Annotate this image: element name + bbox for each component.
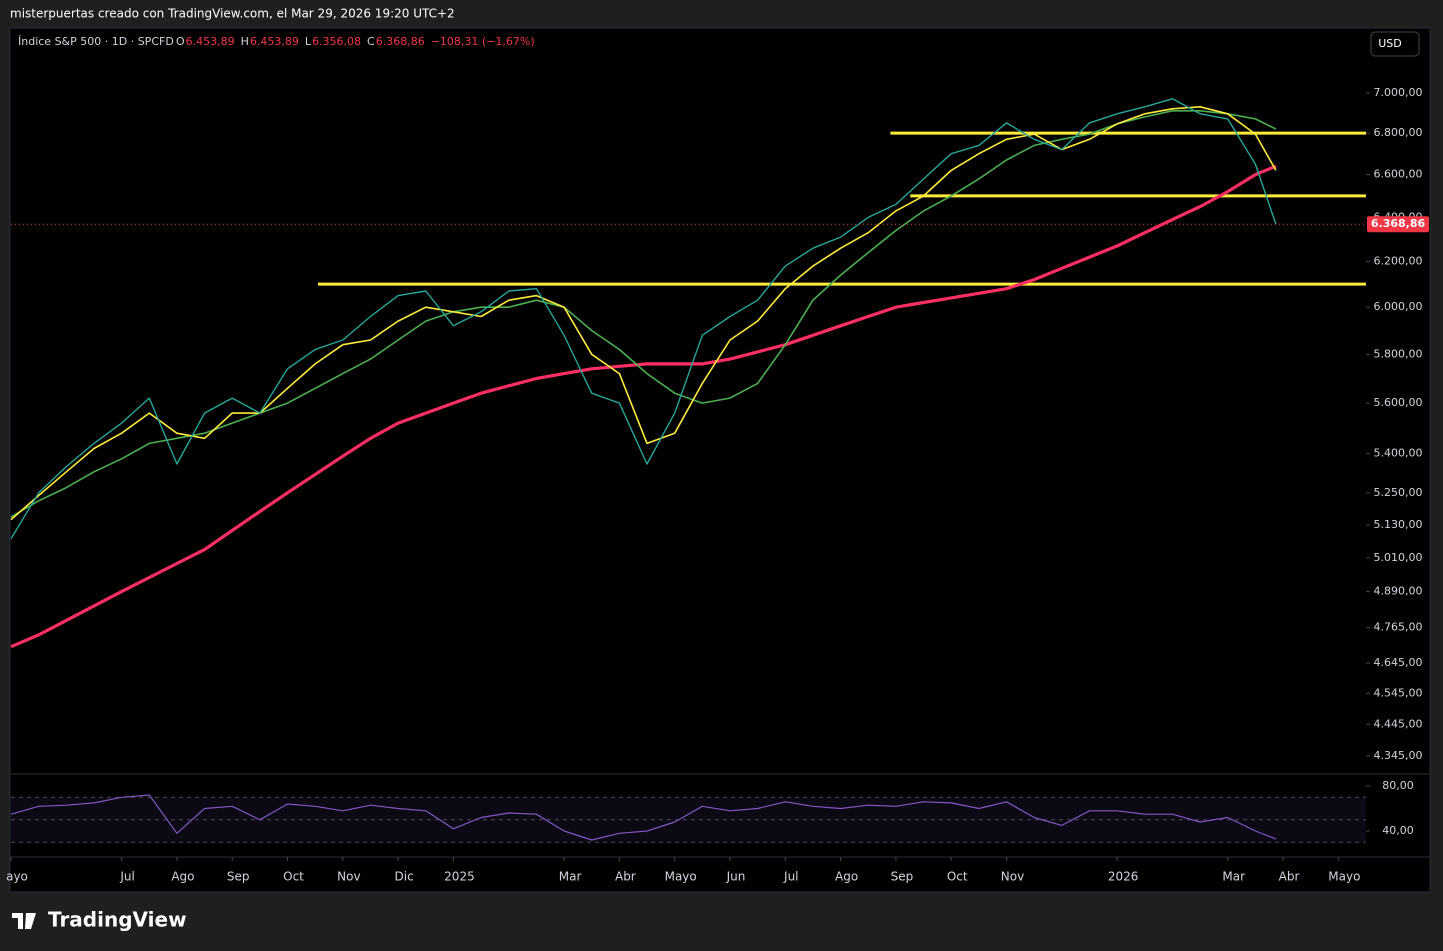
- x-tick-label: ayo: [6, 870, 28, 884]
- x-tick-label: 2026: [1108, 870, 1139, 884]
- y-tick-label: 5.600,00: [1374, 396, 1423, 409]
- rsi-tick-label: 40,00: [1382, 824, 1414, 837]
- symbol: Índice S&P 500 · 1D · SPCFD: [18, 35, 174, 48]
- x-tick-label: Mayo: [665, 870, 697, 884]
- x-tick-label: Ago: [835, 870, 858, 884]
- y-tick-label: 4.545,00: [1374, 686, 1423, 699]
- ohlc-legend: O 6.453,89 H 6.453,89 L 6.356,08 C 6.368,86 −108…: [176, 35, 535, 48]
- series-line: [10, 164, 1277, 649]
- x-tick-label: Nov: [1001, 870, 1024, 884]
- last-price-box: [1367, 216, 1429, 233]
- brand: TradingView: [48, 908, 187, 932]
- x-tick-label: Mar: [559, 870, 582, 884]
- x-tick-label: Sep: [227, 870, 250, 884]
- series-line: [10, 106, 1277, 521]
- ohlc-value: 6.453,89: [186, 35, 235, 48]
- x-tick-label: Jul: [119, 870, 134, 884]
- x-tick-label: Oct: [283, 870, 304, 884]
- y-tick-label: 5.400,00: [1374, 447, 1423, 460]
- logo-icon: [12, 913, 36, 929]
- y-tick-label: 6.800,00: [1374, 126, 1423, 139]
- y-tick-label: 4.345,00: [1374, 749, 1423, 762]
- x-tick-label: Dic: [395, 870, 414, 884]
- ohlc-value: 6.356,08: [312, 35, 361, 48]
- chart-panel: [9, 27, 1431, 893]
- x-tick-label: Ago: [171, 870, 194, 884]
- x-tick-label: Abr: [1279, 870, 1300, 884]
- x-tick-label: Mayo: [1328, 870, 1360, 884]
- x-tick-label: Nov: [337, 870, 360, 884]
- y-tick-label: 5.010,00: [1374, 551, 1423, 564]
- x-tick-label: Jul: [783, 870, 798, 884]
- y-tick-label: 5.800,00: [1374, 347, 1423, 360]
- currency-button[interactable]: [1370, 31, 1420, 57]
- axes: 7.000,006.800,006.600,006.400,006.200,00…: [6, 86, 1429, 884]
- series-line: [10, 98, 1277, 539]
- y-tick-label: 5.250,00: [1374, 486, 1423, 499]
- y-tick-label: 5.130,00: [1374, 518, 1423, 531]
- y-tick-label: 4.645,00: [1374, 656, 1423, 669]
- ohlc-key: C: [367, 35, 375, 48]
- y-tick-label: 6.200,00: [1374, 255, 1423, 268]
- y-tick-label: 4.445,00: [1374, 717, 1423, 730]
- last-price-label: 6.368,86: [1371, 217, 1426, 230]
- ohlc-key: O: [176, 35, 185, 48]
- logo: TradingView: [12, 908, 187, 932]
- series-line: [10, 110, 1277, 518]
- y-tick-label: 4.765,00: [1374, 621, 1423, 634]
- ohlc-key: H: [241, 35, 249, 48]
- ohlc-value: 6.368,86: [376, 35, 425, 48]
- x-tick-label: Jun: [726, 870, 746, 884]
- x-tick-label: Sep: [891, 870, 914, 884]
- currency: USD: [1378, 37, 1402, 50]
- rsi-tick-label: 80,00: [1382, 779, 1414, 792]
- x-tick-label: Mar: [1222, 870, 1245, 884]
- y-tick-label: 4.890,00: [1374, 585, 1423, 598]
- ohlc-key: L: [305, 35, 312, 48]
- y-tick-label: 7.000,00: [1374, 86, 1423, 99]
- series-line: [10, 794, 1277, 841]
- rsi-pane: [10, 794, 1366, 843]
- ohlc-value: 6.453,89: [250, 35, 299, 48]
- change: −108,31 (−1,67%): [431, 35, 535, 48]
- y-tick-label: 6.000,00: [1374, 300, 1423, 313]
- y-tick-label: 6.600,00: [1374, 168, 1423, 181]
- attribution: misterpuertas creado con TradingView.com…: [10, 7, 455, 21]
- main-pane: [10, 98, 1366, 649]
- x-tick-label: 2025: [444, 870, 475, 884]
- x-tick-label: Abr: [615, 870, 636, 884]
- x-tick-label: Oct: [947, 870, 968, 884]
